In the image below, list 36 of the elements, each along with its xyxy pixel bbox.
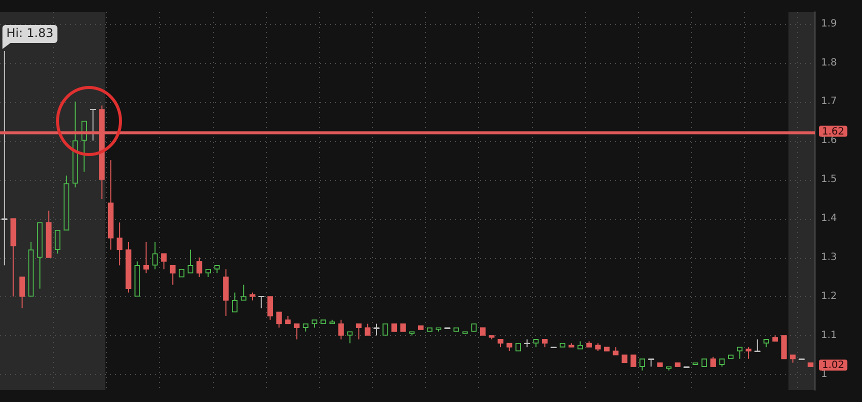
candlestick bbox=[196, 257, 202, 278]
candlestick bbox=[276, 312, 282, 328]
y-tick-label: 1.3 bbox=[821, 252, 837, 264]
candlestick bbox=[19, 276, 25, 309]
candlestick bbox=[170, 264, 176, 286]
text: 1.02 bbox=[822, 360, 844, 372]
y-tick-label: 1.4 bbox=[821, 213, 837, 224]
candlestick bbox=[188, 249, 194, 274]
y-tick-label: 1.9 bbox=[821, 18, 837, 30]
candlestick bbox=[736, 346, 743, 360]
candlestick bbox=[0, 50, 8, 266]
candlestick bbox=[347, 331, 353, 344]
candlestick bbox=[639, 358, 646, 372]
y-tick-label: 1.2 bbox=[821, 291, 837, 302]
candlestick bbox=[116, 222, 122, 266]
candlestick bbox=[240, 284, 246, 301]
candlestick bbox=[161, 253, 167, 270]
ref-line-label: 1.62 bbox=[822, 126, 844, 138]
candlestick bbox=[356, 323, 362, 340]
candlestick bbox=[232, 292, 238, 313]
candlestick bbox=[746, 346, 752, 360]
candlestick bbox=[267, 296, 274, 320]
candlestick bbox=[710, 356, 716, 368]
y-tick-label: 1.7 bbox=[821, 96, 837, 108]
candlestick bbox=[630, 354, 636, 368]
y-tick-label: 1.1 bbox=[821, 330, 837, 342]
candlestick bbox=[338, 319, 344, 340]
candlestick bbox=[364, 323, 370, 336]
candlestick bbox=[143, 241, 149, 274]
annotation: Hi: 1.83 bbox=[6, 26, 54, 40]
candlestick bbox=[382, 323, 388, 336]
y-tick-label: 1.5 bbox=[821, 174, 837, 186]
y-tick-label: 1.8 bbox=[821, 57, 837, 68]
candlestick bbox=[54, 230, 60, 254]
candlestick bbox=[294, 323, 300, 340]
candlestick bbox=[152, 241, 158, 270]
